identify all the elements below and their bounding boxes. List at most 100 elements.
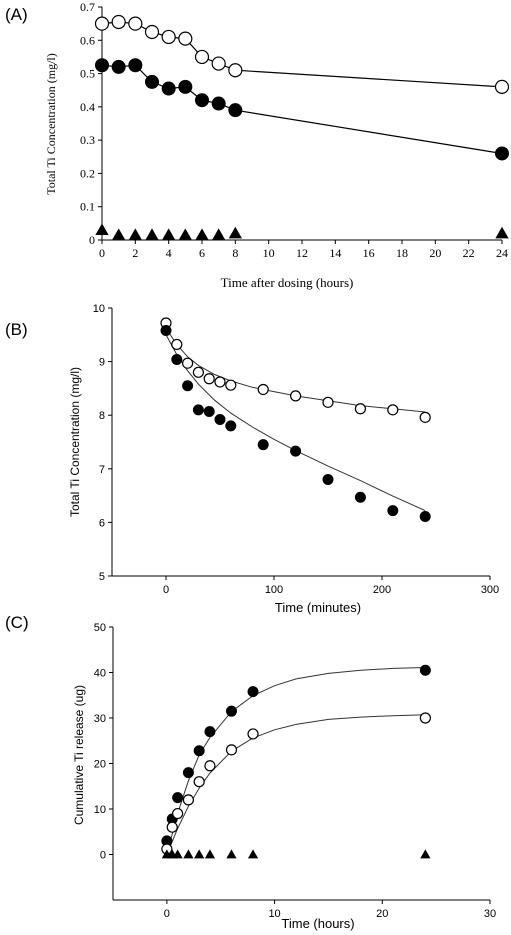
data-point-open-circle [94,16,110,31]
data-point-filled-circle [161,81,176,96]
y-tick-label: 0.3 [80,133,95,147]
data-point-filled-triangle [212,228,226,240]
data-point-filled-triangle [195,228,209,240]
data-point-filled-circle [145,74,159,89]
data-point-filled-circle [495,146,509,161]
fit-curve-filled-circle [165,334,426,512]
panel-a-ticks: 00.10.20.30.40.50.60.70 2 4 6 8 10 12 14 16 18 20 2… [80,0,508,260]
data-point-open-circle [203,373,215,385]
data-point-open-circle [182,794,194,806]
panel-b-y-axis-label: Total Ti Concentration (mg/l) [68,367,82,517]
fit-curve-filled-circle [166,667,426,855]
data-point-open-circle [211,56,226,71]
data-point-filled-circle [257,439,269,451]
data-point-filled-circle [214,413,226,425]
panel-a-lines [101,21,503,155]
data-point-open-circle [166,821,178,833]
y-tick-label: 5 [99,571,105,583]
panel-b-marks [160,317,431,523]
data-point-open-circle [192,366,204,378]
y-tick-label: 10 [93,303,105,315]
data-point-open-circle [290,390,302,402]
data-point-filled-triangle [226,849,237,859]
y-tick-label: 0.5 [80,67,95,81]
data-point-filled-circle [182,767,194,779]
data-point-filled-circle [290,445,302,457]
data-point-open-circle [257,383,269,396]
data-point-open-circle [247,728,259,740]
y-tick-label: 0.2 [80,166,95,180]
data-point-filled-circle [195,93,209,108]
x-tick-label: 0 [164,908,170,920]
data-point-filled-triangle [145,228,159,240]
panel-label-c: (C) [5,613,29,632]
y-tick-label: 0.4 [80,100,95,114]
x-tick-label: 12 [296,246,308,260]
x-tick-label: 20 [376,908,388,920]
panel-c: (C) 0 10 20 30 40 50 0 10 20 30 Time (hours) Cumu… [5,613,496,931]
data-point-filled-circle [193,745,205,757]
data-point-open-circle [111,14,126,30]
x-tick-label: 16 [363,246,375,260]
y-tick-label: 30 [94,713,106,725]
data-point-filled-circle [203,405,215,417]
y-tick-label: 9 [99,357,105,369]
panel-c-fit-curves [166,667,426,855]
x-tick-label: 300 [481,584,499,596]
data-point-open-circle [228,63,243,78]
data-point-filled-triangle [495,226,509,239]
data-point-filled-triangle [178,228,192,240]
x-tick-label: 30 [484,908,496,920]
x-tick-label: 14 [329,246,341,260]
data-point-open-circle [204,760,216,772]
data-point-filled-circle [192,404,204,416]
data-point-filled-circle [171,353,183,365]
data-point-open-circle [161,29,176,45]
data-point-filled-triangle [194,849,205,859]
data-point-filled-circle [204,726,216,738]
panel-b-axes [111,308,490,577]
panel-c-ticks: 0 10 20 30 40 50 0 10 20 30 [94,622,496,920]
y-tick-label: 50 [94,622,106,634]
y-tick-label: 0.6 [80,33,95,47]
x-tick-label: 10 [268,908,280,920]
y-tick-label: 40 [94,668,106,680]
data-point-filled-circle [354,491,366,503]
x-tick-label: 24 [496,246,508,260]
data-point-filled-triangle [204,849,216,859]
x-tick-label: 0 [99,246,105,260]
data-point-open-circle [214,376,226,388]
panel-c-axes [112,627,490,901]
data-point-filled-circle [322,474,334,486]
panel-a-marks [94,14,510,240]
panel-c-x-axis-label: Time (hours) [281,916,354,931]
x-tick-label: 2 [132,246,138,260]
data-point-filled-circle [95,58,109,73]
data-point-open-circle [322,396,334,408]
series-line-filled-circle [101,64,503,155]
x-tick-label: 8 [232,246,238,260]
data-point-open-circle [494,79,510,94]
data-point-filled-triangle [112,228,126,240]
data-point-filled-circle [225,705,237,717]
data-point-open-circle [178,31,193,46]
data-point-open-circle [171,338,183,351]
data-point-filled-circle [172,792,184,804]
data-point-open-circle [194,49,210,65]
data-point-filled-triangle [128,228,142,240]
panel-label-a: (A) [5,5,28,24]
data-point-open-circle [225,379,237,391]
fit-curve-open-circle [166,714,426,855]
panel-a-axes [101,7,502,241]
x-tick-label: 0 [163,584,169,596]
data-point-filled-triangle [162,228,176,240]
data-point-filled-triangle [172,849,183,859]
panel-a: (A) 00.10.20.30.40.50.60.70 2 4 6 8 10 12 14 16 1… [5,0,510,290]
data-point-open-circle [144,24,160,40]
panel-a-y-axis-label: Total Ti Concentration (mg/l) [44,53,58,195]
data-point-filled-triangle [95,223,109,235]
data-point-filled-circle [111,59,126,74]
data-point-filled-circle [225,420,237,432]
